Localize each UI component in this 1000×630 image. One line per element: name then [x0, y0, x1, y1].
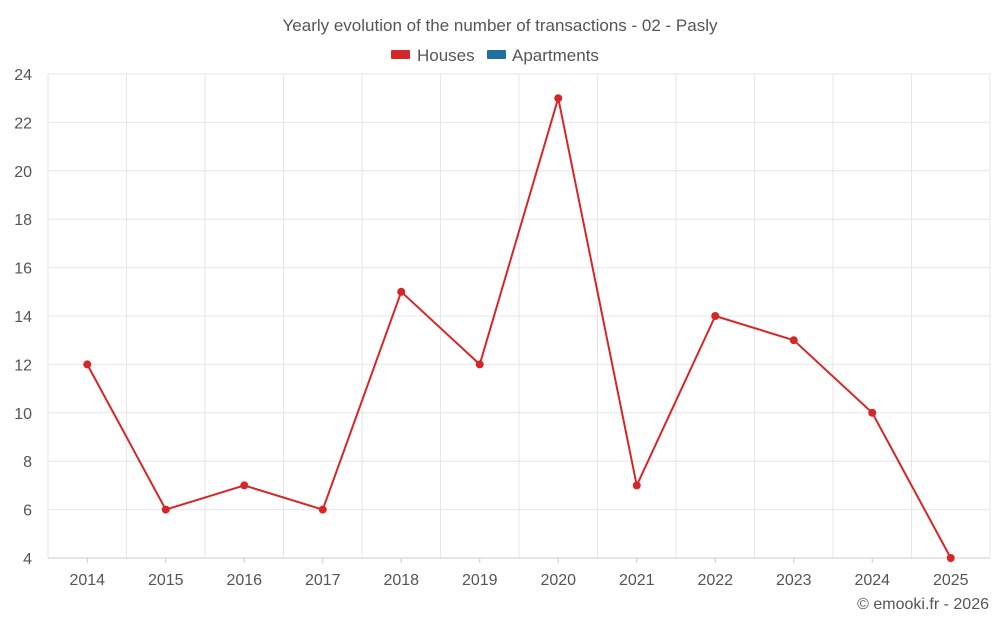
x-tick-label: 2020 — [540, 572, 576, 589]
data-point-houses[interactable] — [554, 94, 563, 103]
data-point-houses[interactable] — [397, 287, 406, 296]
legend-item-apartments[interactable]: Apartments — [487, 46, 599, 65]
legend-swatch-houses — [391, 50, 410, 59]
y-tick-label: 24 — [14, 67, 32, 84]
data-point-houses[interactable] — [318, 505, 327, 514]
series-line-houses — [86, 97, 952, 559]
legend-swatch-apartments — [487, 50, 506, 59]
chart-title: Yearly evolution of the number of transa… — [283, 16, 718, 35]
y-tick-label: 16 — [14, 261, 32, 278]
y-tick-label: 22 — [14, 115, 32, 132]
x-tick-label: 2023 — [776, 572, 812, 589]
y-tick-label: 18 — [14, 212, 32, 229]
x-tick-label: 2025 — [933, 572, 969, 589]
x-tick-label: 2018 — [383, 572, 419, 589]
series-houses — [83, 94, 955, 562]
data-point-houses[interactable] — [83, 360, 92, 369]
x-tick-label: 2015 — [148, 572, 184, 589]
x-tick-label: 2022 — [697, 572, 733, 589]
x-tick-label: 2016 — [226, 572, 262, 589]
data-point-houses[interactable] — [632, 481, 641, 490]
legend-label-houses: Houses — [417, 46, 475, 65]
data-point-houses[interactable] — [868, 408, 877, 417]
data-point-houses[interactable] — [946, 554, 955, 562]
y-tick-label: 8 — [23, 454, 32, 471]
data-point-houses[interactable] — [240, 481, 249, 490]
legend-item-houses[interactable]: Houses — [391, 46, 475, 65]
y-tick-label: 4 — [23, 551, 32, 568]
x-axis: 2014 2015 2016 2017 2018 2019 2020 2021 2022 2023… — [48, 557, 990, 589]
credit-text: © emooki.fr - 2026 — [857, 596, 989, 613]
x-tick-label: 2017 — [305, 572, 341, 589]
y-tick-label: 20 — [14, 164, 32, 181]
legend-label-apartments: Apartments — [512, 46, 599, 65]
x-tick-label: 2014 — [69, 572, 105, 589]
data-point-houses[interactable] — [475, 360, 484, 369]
y-tick-label: 6 — [23, 503, 32, 520]
data-point-houses[interactable] — [711, 312, 720, 320]
grid — [47, 73, 991, 559]
y-tick-label: 12 — [14, 357, 32, 374]
y-tick-label: 10 — [14, 406, 32, 423]
x-tick-label: 2024 — [854, 572, 890, 589]
x-tick-label: 2019 — [462, 572, 498, 589]
x-tick-label: 2021 — [619, 572, 655, 589]
y-tick-label: 14 — [14, 309, 32, 326]
data-point-houses[interactable] — [789, 336, 798, 345]
data-point-houses[interactable] — [161, 505, 170, 514]
legend: Houses Apartments — [391, 46, 599, 65]
y-axis: 4 6 8 10 12 14 16 18 20 22 24 — [14, 67, 32, 568]
